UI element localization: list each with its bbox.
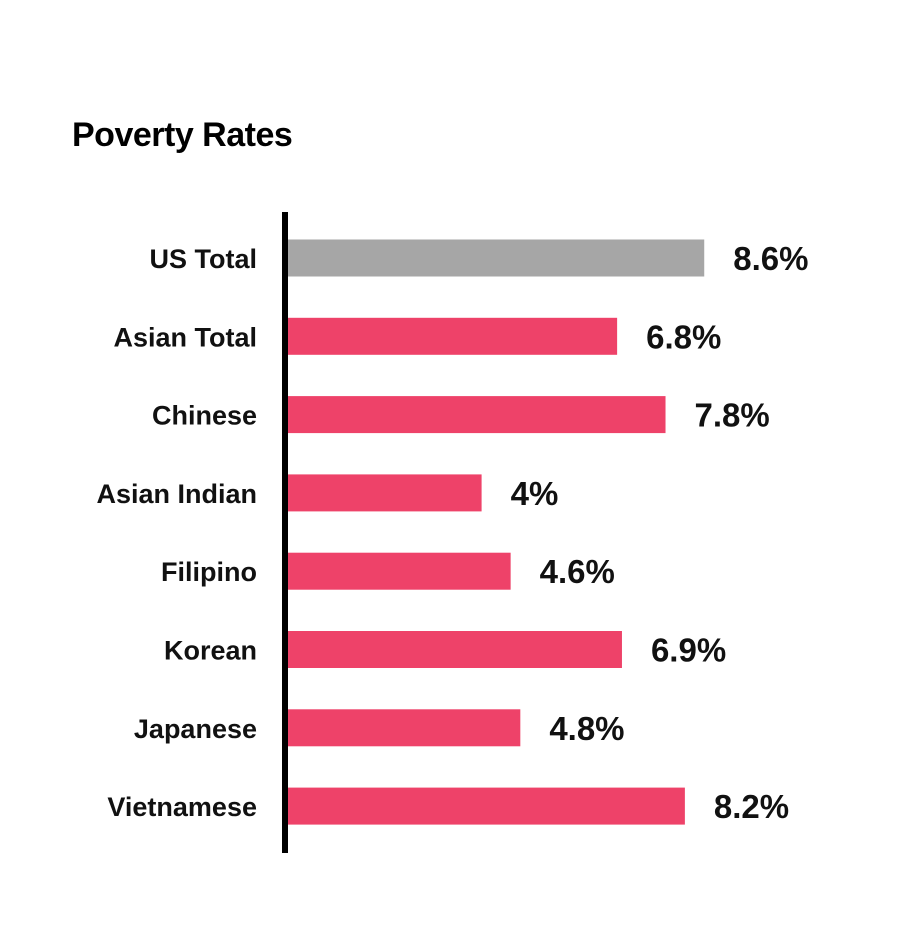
value-label: 7.8% xyxy=(695,397,770,434)
value-labels-group: 8.6% 6.8% 7.8% 4% 4.6% 6.9% 4.8% 8.2% xyxy=(511,240,809,825)
category-label: Japanese xyxy=(134,714,257,744)
value-label: 4.6% xyxy=(540,553,615,590)
bar-korean xyxy=(288,631,622,668)
chart-title: Poverty Rates xyxy=(72,116,293,154)
category-label: Filipino xyxy=(161,557,257,587)
bar-asian-indian xyxy=(288,474,482,512)
bar-vietnamese xyxy=(288,787,685,825)
bar-chinese xyxy=(288,396,666,434)
category-label: US Total xyxy=(150,244,258,274)
category-label: Vietnamese xyxy=(107,792,257,822)
category-labels-group: US Total Asian Total Chinese Asian Indian Fi… xyxy=(96,244,257,822)
category-label: Asian Total xyxy=(113,322,257,352)
bar-filipino xyxy=(288,552,511,590)
bar-japanese xyxy=(288,709,521,747)
category-label: Korean xyxy=(164,636,257,666)
value-label: 4.8% xyxy=(549,710,624,747)
value-label: 4% xyxy=(511,475,559,512)
value-label: 8.2% xyxy=(714,788,789,825)
category-label: Chinese xyxy=(152,401,257,431)
bar-us-total xyxy=(288,239,705,277)
bars-group xyxy=(288,239,705,825)
category-label: Asian Indian xyxy=(96,479,257,509)
bar-asian-total xyxy=(288,317,618,355)
value-label: 6.9% xyxy=(651,632,726,669)
value-label: 8.6% xyxy=(733,240,808,277)
value-label: 6.8% xyxy=(646,318,721,355)
